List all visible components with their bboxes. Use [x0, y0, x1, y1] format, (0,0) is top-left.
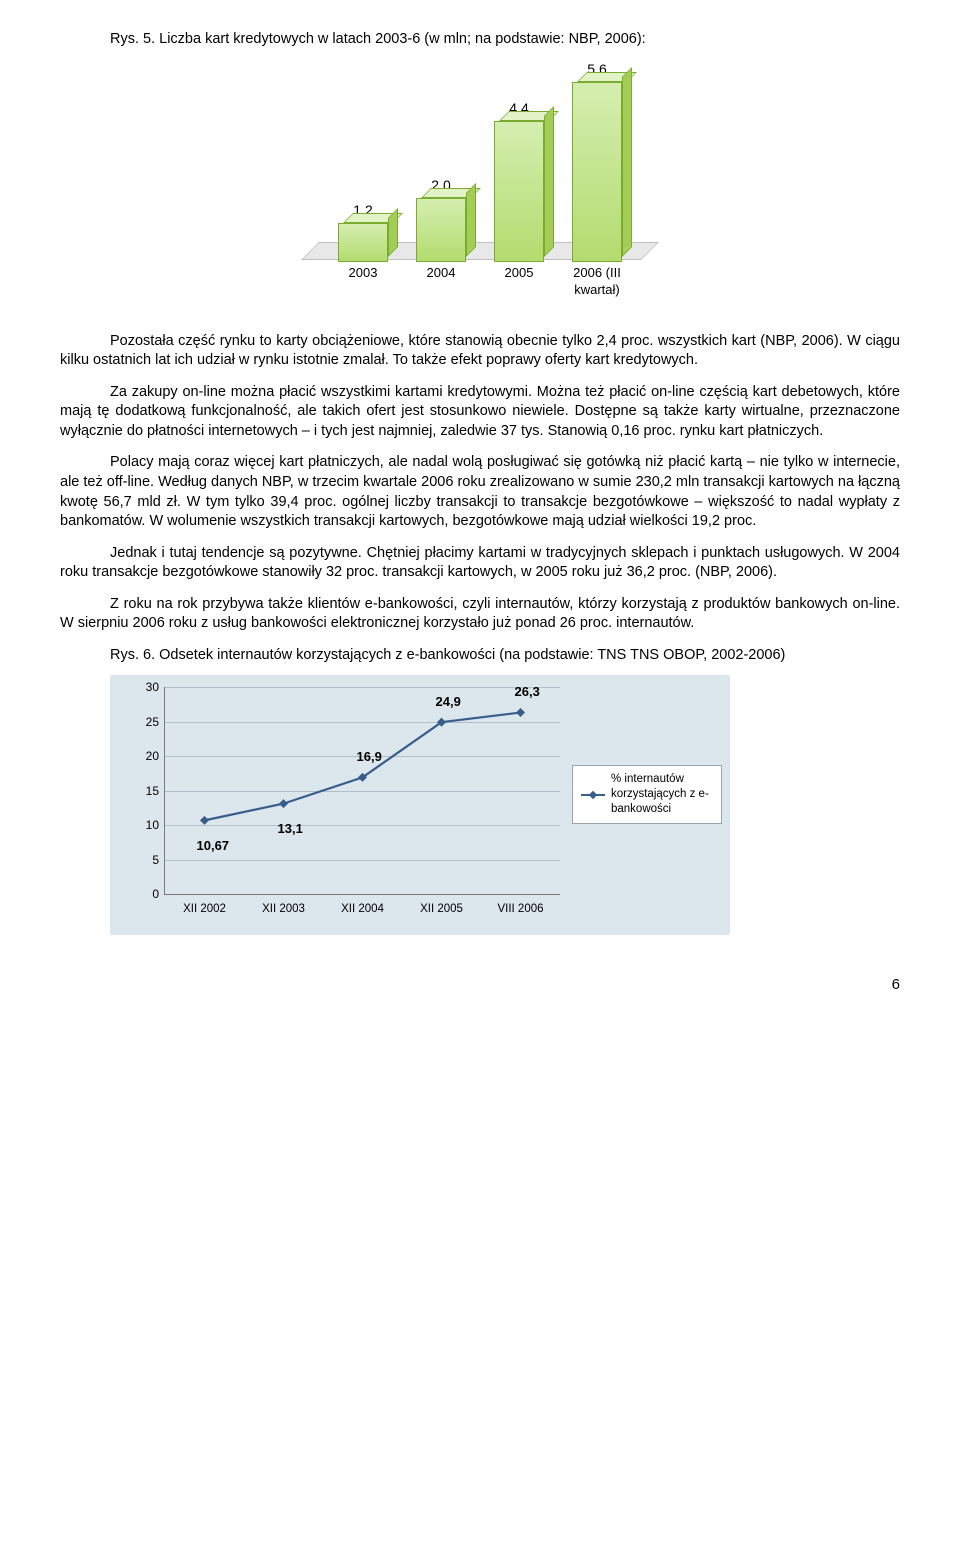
bar-x-label: 2006 (III kwartał): [558, 264, 636, 299]
paragraph-1: Pozostała część rynku to karty obciążeni…: [60, 332, 900, 371]
y-tick-label: 20: [146, 748, 159, 764]
bar: [494, 121, 544, 262]
x-tick-label: XII 2005: [420, 902, 463, 918]
page-number: 6: [60, 975, 900, 995]
data-point-label: 13,1: [278, 820, 303, 838]
line-series: [165, 687, 560, 894]
bar-col: 2,0: [402, 176, 480, 263]
x-tick-label: XII 2004: [341, 902, 384, 918]
line-chart-legend: % internautów korzystających z e-bankowo…: [572, 765, 722, 824]
paragraph-2: Za zakupy on-line można płacić wszystkim…: [60, 383, 900, 442]
bar-x-label: 2003: [324, 264, 402, 282]
bar: [572, 82, 622, 262]
y-tick-label: 0: [152, 886, 159, 902]
paragraph-5: Z roku na rok przybywa także klientów e-…: [60, 595, 900, 634]
y-tick-label: 25: [146, 714, 159, 730]
data-point-label: 24,9: [436, 693, 461, 711]
paragraph-3: Polacy mają coraz więcej kart płatniczyc…: [60, 453, 900, 531]
bar-x-label: 2004: [402, 264, 480, 282]
bar: [416, 198, 466, 262]
data-point-label: 10,67: [197, 837, 230, 855]
figure5-title: Rys. 5. Liczba kart kredytowych w latach…: [60, 30, 900, 50]
bar-col: 1,2: [324, 201, 402, 263]
y-tick-label: 30: [146, 679, 159, 695]
bar: [338, 223, 388, 262]
data-point-label: 16,9: [357, 748, 382, 766]
legend-marker: [581, 794, 605, 796]
data-point-label: 26,3: [515, 683, 540, 701]
x-tick-label: XII 2002: [183, 902, 226, 918]
bar-col: 5,6: [558, 60, 636, 263]
line-chart: 0 5 10 15 20 25 30 XII 2002 XII 2003 XII 2004 XII …: [110, 675, 730, 935]
paragraph-4: Jednak i tutaj tendencje są pozytywne. C…: [60, 544, 900, 583]
bar-x-label: 2005: [480, 264, 558, 282]
bar-col: 4,4: [480, 99, 558, 263]
figure6-title: Rys. 6. Odsetek internautów korzystający…: [60, 646, 900, 666]
page: Rys. 5. Liczba kart kredytowych w latach…: [0, 0, 960, 1036]
bar-chart: 1,22,04,45,6 2003200420052006 (III kwart…: [290, 60, 670, 320]
y-tick-label: 5: [152, 852, 159, 868]
x-tick-label: VIII 2006: [497, 902, 543, 918]
y-tick-label: 10: [146, 817, 159, 833]
x-tick-label: XII 2003: [262, 902, 305, 918]
legend-text: % internautów korzystających z e-bankowo…: [611, 772, 713, 817]
y-tick-label: 15: [146, 783, 159, 799]
